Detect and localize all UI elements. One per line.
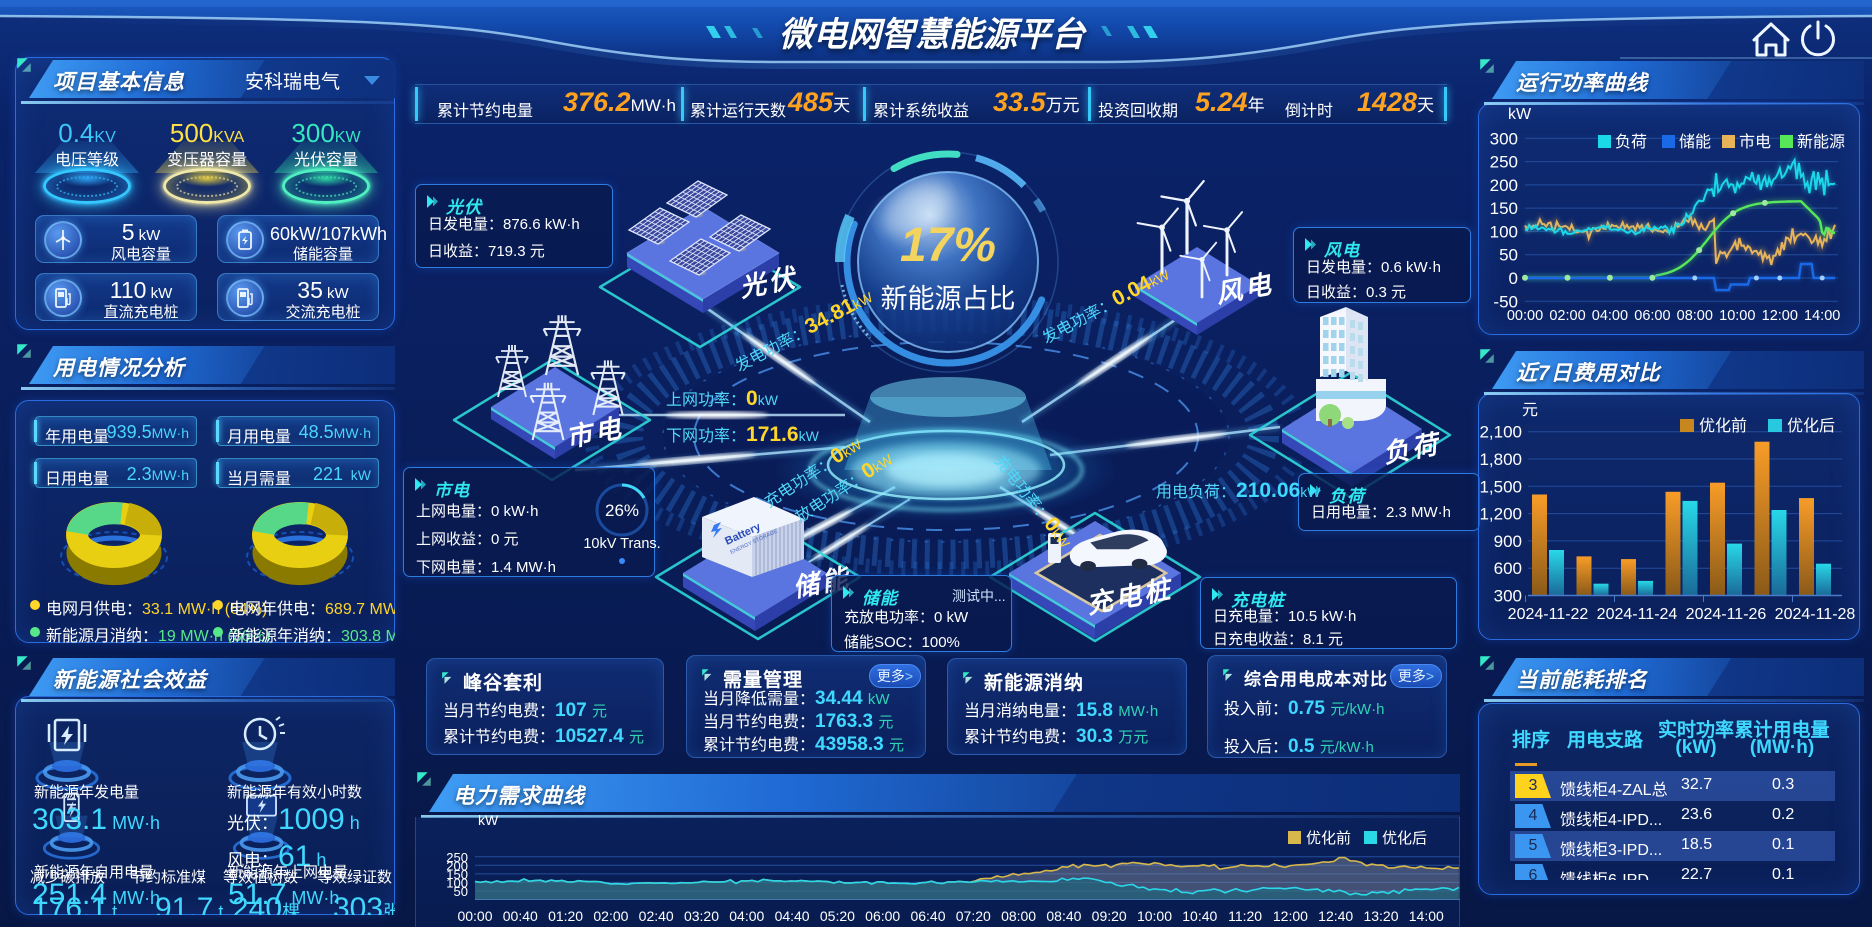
- svg-text:08:00: 08:00: [1001, 908, 1036, 924]
- svg-text:26%: 26%: [605, 501, 639, 520]
- svg-text:2024-11-24: 2024-11-24: [1597, 606, 1678, 623]
- svg-text:市电: 市电: [1739, 133, 1771, 151]
- svg-text:06:00: 06:00: [1634, 308, 1670, 324]
- svg-text:-50: -50: [1493, 292, 1518, 311]
- svg-text:00:00: 00:00: [457, 908, 492, 924]
- svg-text:50: 50: [1499, 246, 1518, 265]
- svg-text:600: 600: [1494, 559, 1522, 578]
- svg-text:2024-11-22: 2024-11-22: [1508, 606, 1589, 623]
- svg-text:50: 50: [454, 884, 468, 899]
- svg-text:250: 250: [1490, 153, 1518, 172]
- svg-text:06:00: 06:00: [865, 908, 900, 924]
- svg-text:13:20: 13:20: [1363, 908, 1398, 924]
- svg-text:10:00: 10:00: [1719, 308, 1755, 324]
- svg-text:优化后: 优化后: [1382, 830, 1427, 847]
- svg-text:元: 元: [1522, 402, 1538, 419]
- svg-text:04:00: 04:00: [1592, 308, 1628, 324]
- svg-text:06:40: 06:40: [910, 908, 945, 924]
- svg-text:下网功率：171.6kW: 下网功率：171.6kW: [666, 423, 820, 446]
- svg-text:12:00: 12:00: [1273, 908, 1308, 924]
- svg-text:储能: 储能: [1679, 133, 1711, 151]
- svg-text:kW: kW: [1508, 106, 1532, 123]
- svg-text:04:40: 04:40: [775, 908, 810, 924]
- svg-text:100: 100: [1490, 222, 1518, 241]
- svg-text:新能源占比: 新能源占比: [881, 284, 1016, 314]
- svg-text:新能源: 新能源: [1797, 133, 1845, 151]
- svg-text:900: 900: [1494, 532, 1522, 551]
- svg-text:300: 300: [1490, 129, 1518, 148]
- svg-text:04:00: 04:00: [729, 908, 764, 924]
- svg-text:11:20: 11:20: [1228, 908, 1262, 924]
- svg-text:14:00: 14:00: [1409, 908, 1444, 924]
- svg-text:03:20: 03:20: [684, 908, 719, 924]
- svg-text:2,100: 2,100: [1480, 423, 1522, 442]
- svg-text:07:20: 07:20: [956, 908, 991, 924]
- svg-text:优化前: 优化前: [1699, 417, 1747, 435]
- svg-text:200: 200: [446, 858, 468, 873]
- svg-text:250: 250: [446, 850, 468, 865]
- svg-text:12:40: 12:40: [1318, 908, 1353, 924]
- svg-text:00:40: 00:40: [503, 908, 538, 924]
- svg-text:负荷: 负荷: [1615, 133, 1647, 151]
- svg-text:10kV Trans.: 10kV Trans.: [583, 536, 660, 552]
- svg-text:05:20: 05:20: [820, 908, 855, 924]
- svg-text:微电网智慧能源平台: 微电网智慧能源平台: [779, 16, 1087, 54]
- svg-text:02:40: 02:40: [639, 908, 674, 924]
- svg-text:02:00: 02:00: [593, 908, 628, 924]
- svg-text:0: 0: [1509, 269, 1518, 288]
- svg-text:150: 150: [1490, 199, 1518, 218]
- svg-text:1,500: 1,500: [1480, 477, 1522, 496]
- svg-text:17%: 17%: [900, 219, 996, 272]
- svg-text:09:20: 09:20: [1092, 908, 1127, 924]
- svg-text:1,800: 1,800: [1480, 450, 1522, 469]
- svg-text:100: 100: [446, 875, 468, 890]
- svg-text:优化后: 优化后: [1787, 417, 1835, 435]
- svg-text:08:40: 08:40: [1046, 908, 1081, 924]
- svg-text:优化前: 优化前: [1306, 830, 1351, 847]
- svg-text:12:00: 12:00: [1762, 308, 1798, 324]
- svg-text:00:00: 00:00: [1507, 308, 1543, 324]
- svg-text:200: 200: [1490, 176, 1518, 195]
- svg-text:上网功率：0kW: 上网功率：0kW: [666, 387, 779, 410]
- svg-text:2024-11-26: 2024-11-26: [1686, 606, 1767, 623]
- svg-text:01:20: 01:20: [548, 908, 583, 924]
- svg-text:300: 300: [1494, 587, 1522, 606]
- svg-text:02:00: 02:00: [1549, 308, 1585, 324]
- svg-text:10:40: 10:40: [1182, 908, 1217, 924]
- svg-text:150: 150: [446, 867, 468, 882]
- svg-text:1,200: 1,200: [1480, 505, 1522, 524]
- svg-text:10:00: 10:00: [1137, 908, 1172, 924]
- svg-text:kW: kW: [478, 815, 499, 828]
- svg-text:2024-11-28: 2024-11-28: [1775, 606, 1856, 623]
- svg-text:14:00: 14:00: [1804, 308, 1840, 324]
- svg-text:08:00: 08:00: [1677, 308, 1713, 324]
